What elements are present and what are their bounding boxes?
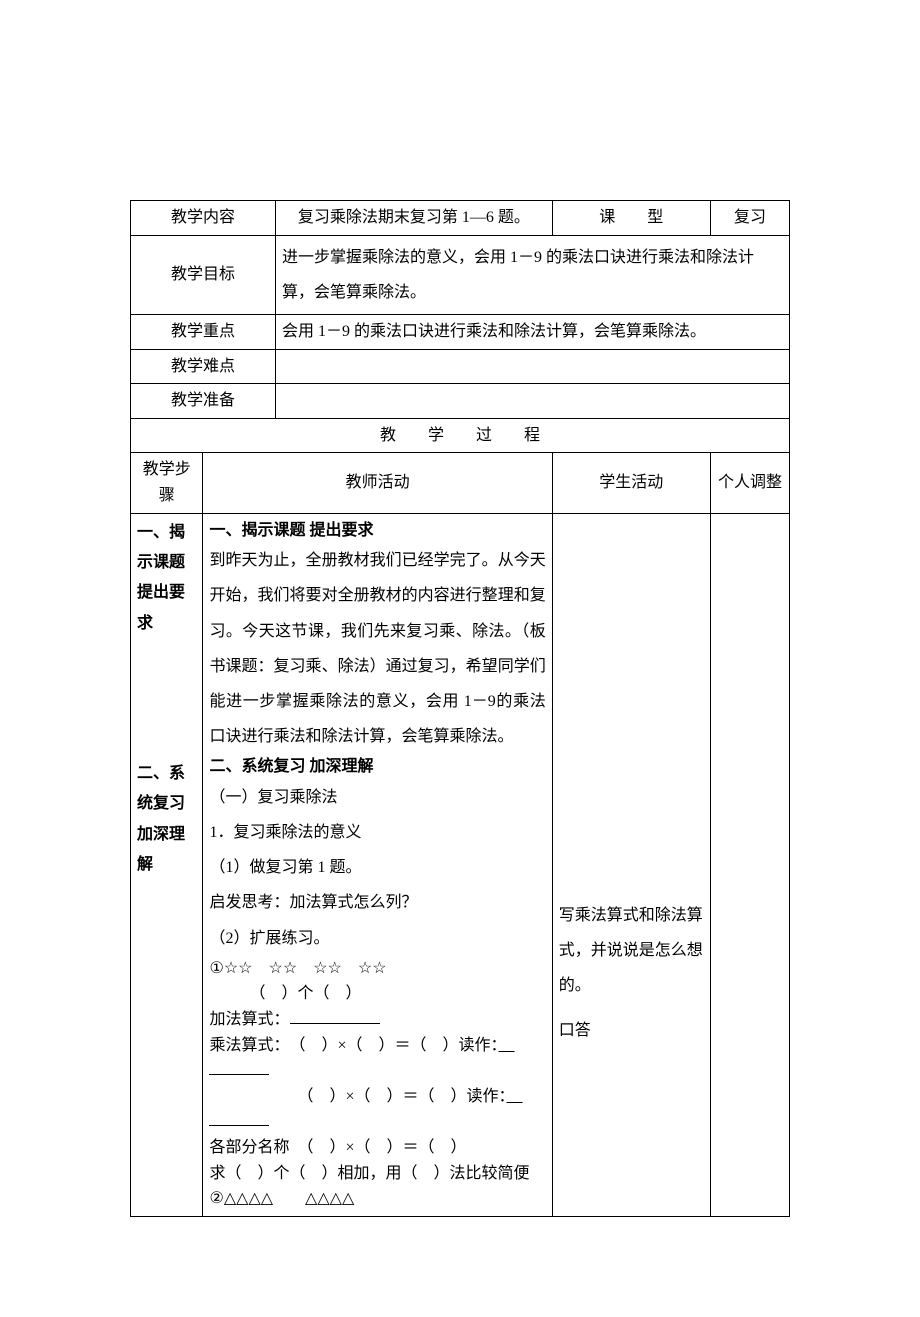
value-content: 复习乘除法期末复习第 1—6 题。: [275, 201, 552, 236]
col-teacher: 教师活动: [203, 453, 552, 513]
blank-line: [290, 1007, 380, 1024]
blank-line: [209, 1109, 269, 1126]
teacher-p2a: （一）复习乘除法: [209, 780, 545, 815]
ex1-add-label: 加法算式：: [209, 1011, 289, 1028]
label-content: 教学内容: [131, 201, 276, 236]
blank-line: [209, 1058, 269, 1075]
adjust-cell: [710, 513, 789, 1216]
blank-underline: [507, 1088, 523, 1105]
step-1: 一、揭示课题提出要求: [137, 518, 196, 640]
teacher-h1: 一、揭示课题 提出要求: [209, 518, 545, 544]
value-goal: 进一步掌握乘除法的意义，会用 1－9 的乘法口诀进行乘法和除法计算，会笔算乘除法…: [275, 235, 789, 314]
teacher-h2: 二、系统复习 加深理解: [209, 754, 545, 780]
teacher-cell: 一、揭示课题 提出要求 到昨天为止，全册教材我们已经学完了。从今天开始，我们将要…: [203, 513, 552, 1216]
teacher-ex1-count: （ ）个（ ）: [209, 981, 545, 1007]
step-2: 二、系统复习加深理解: [137, 759, 196, 881]
value-prep: [275, 384, 789, 419]
value-difficulty: [275, 349, 789, 384]
steps-cell: 一、揭示课题提出要求 二、系统复习加深理解: [131, 513, 203, 1216]
teacher-p1: 到昨天为止，全册教材我们已经学完了。从今天开始，我们将要对全册教材的内容进行整理…: [209, 543, 545, 754]
teacher-p2d: 启发思考：加法算式怎么列？: [209, 885, 545, 920]
lesson-plan-table: 教学内容 复习乘除法期末复习第 1—6 题。 课 型 复习 教学目标 进一步掌握…: [130, 200, 790, 1217]
teacher-p2b: 1．复习乘除法的意义: [209, 815, 545, 850]
col-adjust: 个人调整: [710, 453, 789, 513]
label-difficulty: 教学难点: [131, 349, 276, 384]
value-type: 复习: [710, 201, 789, 236]
ex1-mul-label: 乘法算式： （ ）×（ ）＝（ ）读作：: [209, 1037, 498, 1054]
col-student: 学生活动: [552, 453, 710, 513]
teacher-ex1-mul2: （ ）×（ ）＝（ ）读作：: [209, 1084, 545, 1110]
teacher-p2e: （2）扩展练习。: [209, 921, 545, 956]
blank-underline: [499, 1037, 515, 1054]
col-step: 教学步骤: [131, 453, 203, 513]
teacher-ex2: ②△△△△ △△△△: [209, 1186, 545, 1212]
teacher-ex1-add: 加法算式：: [209, 1007, 545, 1033]
student-s2: 口答: [559, 1013, 704, 1048]
value-key: 会用 1－9 的乘法口诀进行乘法和除法计算，会笔算乘除法。: [275, 314, 789, 349]
teacher-ex1-names: 各部分名称 （ ）×（ ）＝（ ）: [209, 1135, 545, 1161]
label-prep: 教学准备: [131, 384, 276, 419]
teacher-ex1-sum: 求（ ）个（ ）相加，用（ ）法比较简便: [209, 1161, 545, 1187]
label-goal: 教学目标: [131, 235, 276, 314]
teacher-ex1-mul: 乘法算式： （ ）×（ ）＝（ ）读作：: [209, 1033, 545, 1059]
label-process: 教 学 过 程: [131, 418, 790, 453]
label-key: 教学重点: [131, 314, 276, 349]
ex1-mul2-text: （ ）×（ ）＝（ ）读作：: [209, 1088, 506, 1105]
student-cell: 写乘法算式和除法算式，并说说是怎么想的。 口答: [552, 513, 710, 1216]
teacher-p2c: （1）做复习第 1 题。: [209, 850, 545, 885]
student-s1: 写乘法算式和除法算式，并说说是怎么想的。: [559, 898, 704, 1004]
teacher-ex1-stars: ①☆☆ ☆☆ ☆☆ ☆☆: [209, 956, 545, 982]
label-type: 课 型: [552, 201, 710, 236]
